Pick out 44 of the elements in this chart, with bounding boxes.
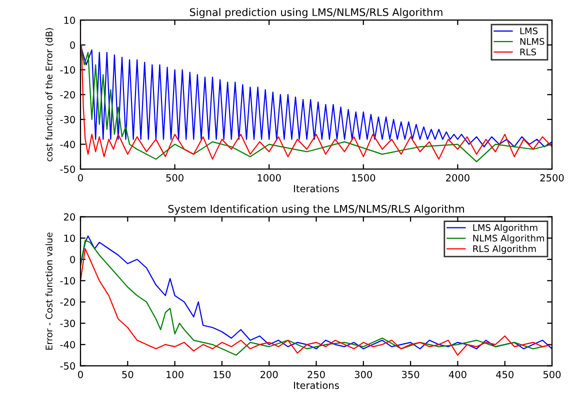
x-axis-title: Iterations [294, 381, 339, 390]
y-tick-label: 10 [64, 234, 75, 242]
x-tick-label: 2500 [540, 174, 564, 182]
chart-title: System Identification using the LMS/NLMS/RLS Algorithm [168, 204, 464, 215]
y-tick-label: -20 [60, 298, 75, 306]
y-tick-label: 0 [70, 256, 75, 264]
y-tick-label: -40 [60, 341, 75, 348]
y-axis-title: Error - Cost function value [45, 232, 52, 350]
y-tick-label: -30 [60, 320, 75, 328]
y-tick-label: 20 [64, 213, 75, 221]
x-tick-label: 100 [166, 370, 184, 378]
x-tick-label: 400 [448, 370, 466, 378]
legend-label: RLS [520, 48, 536, 56]
y-axis-title: cost function of the Error (dB) [45, 28, 54, 162]
legend-label: NLMS [520, 38, 544, 45]
x-axis-title: Iterations [294, 184, 339, 192]
y-tick-label: 10 [64, 16, 75, 24]
y-tick-label: -50 [60, 362, 75, 370]
x-tick-label: 500 [166, 174, 184, 182]
y-tick-label: -50 [60, 166, 75, 173]
x-tick-label: 200 [260, 370, 278, 378]
y-tick-label: -30 [60, 116, 75, 124]
legend-label: NLMS Algorithm [473, 234, 544, 244]
x-tick-label: 50 [122, 370, 134, 378]
x-tick-label: 150 [214, 370, 231, 378]
x-tick-label: 300 [354, 370, 372, 378]
y-tick-label: 0 [70, 41, 75, 49]
x-tick-label: 0 [78, 370, 83, 378]
x-tick-label: 450 [496, 370, 514, 378]
legend-label: LMS [520, 27, 538, 34]
x-tick-label: 250 [308, 370, 325, 378]
y-tick-label: -40 [60, 140, 75, 148]
legend-label: LMS Algorithm [473, 224, 538, 233]
y-tick-label: -20 [60, 91, 75, 98]
x-tick-label: 350 [402, 370, 420, 378]
x-tick-label: 1000 [258, 174, 281, 182]
legend-label: RLS Algorithm [473, 245, 536, 254]
x-tick-label: 2000 [446, 174, 470, 182]
x-tick-label: 0 [78, 174, 83, 182]
chart-title: Signal prediction using LMS/NLMS/RLS Algorithm [190, 8, 442, 18]
x-tick-label: 1500 [352, 174, 376, 182]
x-tick-label: 500 [543, 370, 561, 378]
y-tick-label: -10 [60, 66, 75, 74]
y-tick-label: -10 [60, 277, 75, 284]
